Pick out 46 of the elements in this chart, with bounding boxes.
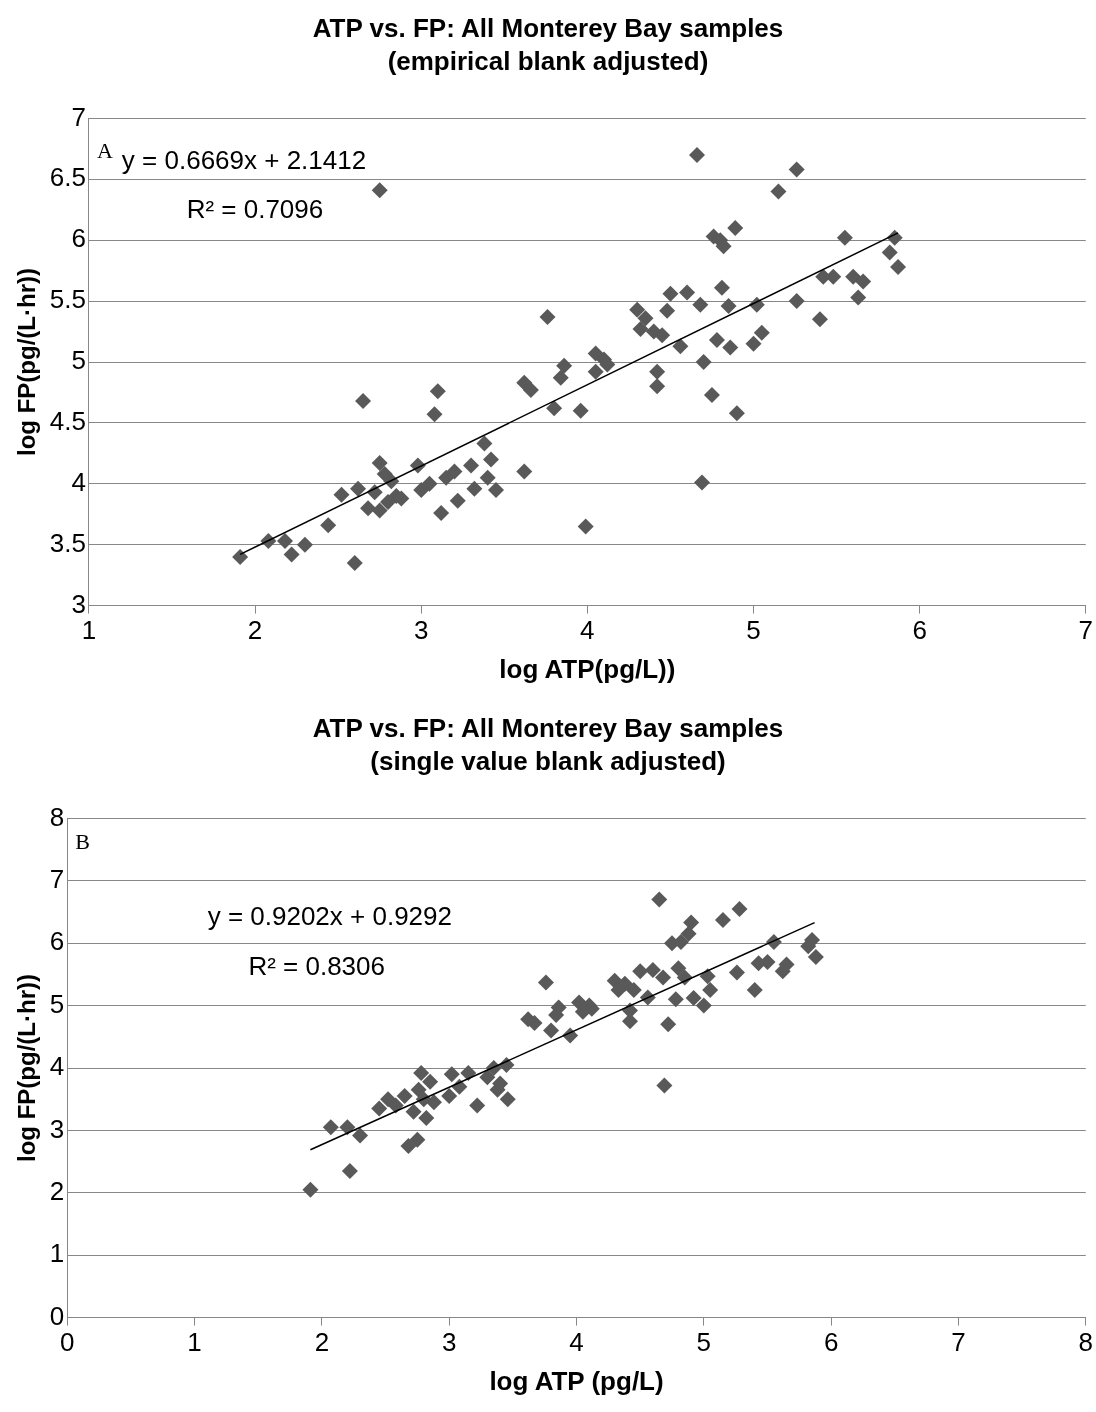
y-axis-title: log FP(pg/(L·hr)) bbox=[13, 268, 41, 456]
annotation: R² = 0.7096 bbox=[186, 194, 324, 225]
annotation: R² = 0.8306 bbox=[248, 951, 385, 982]
annotation: A bbox=[96, 138, 113, 164]
x-tick-label: 7 bbox=[951, 1327, 966, 1358]
y-tick-label: 6 bbox=[71, 223, 86, 254]
x-axis-title: log ATP (pg/L) bbox=[489, 1365, 664, 1396]
y-tick-label: 5 bbox=[71, 345, 86, 376]
x-tick-label: 6 bbox=[912, 615, 927, 646]
x-tick-label: 5 bbox=[696, 1327, 712, 1358]
y-tick-label: 7 bbox=[49, 863, 65, 894]
y-tick-label: 4.5 bbox=[49, 406, 86, 437]
y-tick-label: 7 bbox=[71, 101, 86, 132]
chart-title: ATP vs. FP: All Monterey Bay samples bbox=[312, 12, 784, 43]
y-tick-label: 8 bbox=[49, 801, 65, 832]
y-tick-label: 6 bbox=[49, 926, 65, 957]
x-tick-label: 3 bbox=[441, 1327, 457, 1358]
y-tick-label: 2 bbox=[49, 1175, 65, 1206]
chart-title: ATP vs. FP: All Monterey Bay samples bbox=[312, 712, 784, 743]
y-tick-label: 5 bbox=[49, 988, 65, 1019]
chart-subtitle: (single value blank adjusted) bbox=[370, 745, 726, 776]
x-tick-label: 8 bbox=[1078, 1327, 1093, 1358]
annotation: y = 0.6669x + 2.1412 bbox=[121, 145, 367, 176]
y-tick-label: 6.5 bbox=[49, 162, 86, 193]
annotation: B bbox=[75, 829, 90, 855]
x-tick-label: 7 bbox=[1078, 615, 1093, 646]
y-tick-label: 1 bbox=[49, 1238, 65, 1269]
x-tick-label: 1 bbox=[187, 1327, 202, 1358]
annotation: y = 0.9202x + 0.9292 bbox=[207, 901, 452, 932]
y-tick-label: 3 bbox=[49, 1113, 65, 1144]
x-tick-label: 2 bbox=[247, 615, 263, 646]
x-tick-label: 2 bbox=[314, 1327, 330, 1358]
y-tick-label: 0 bbox=[49, 1300, 65, 1331]
x-tick-label: 4 bbox=[569, 1327, 584, 1358]
y-tick-label: 4 bbox=[71, 466, 86, 497]
x-tick-label: 3 bbox=[413, 615, 429, 646]
chart-subtitle: (empirical blank adjusted) bbox=[387, 45, 709, 76]
x-axis-title: log ATP(pg/L)) bbox=[499, 653, 676, 684]
y-tick-label: 4 bbox=[49, 1051, 65, 1082]
x-tick-label: 6 bbox=[823, 1327, 839, 1358]
y-tick-label: 5.5 bbox=[49, 284, 86, 315]
x-tick-label: 4 bbox=[580, 615, 595, 646]
y-tick-label: 3.5 bbox=[49, 527, 86, 558]
y-axis-title: log FP(pg/(L·hr)) bbox=[13, 974, 41, 1162]
x-tick-label: 5 bbox=[746, 615, 761, 646]
y-tick-label: 3 bbox=[71, 588, 86, 619]
